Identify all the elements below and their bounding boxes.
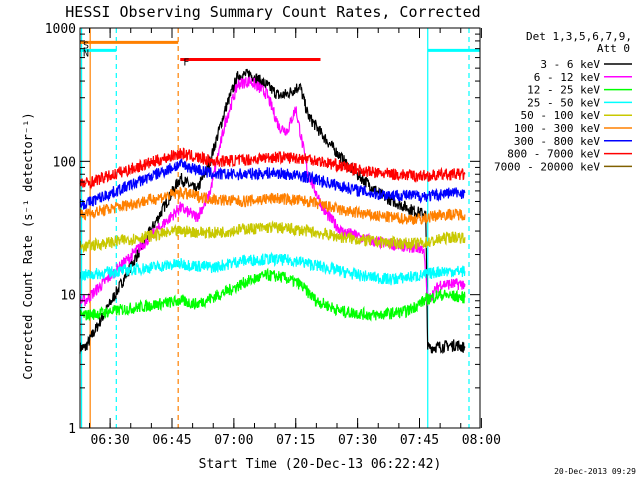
series-line [79,267,466,322]
y-tick-label: 1000 [45,22,76,37]
series-line [79,158,466,210]
legend-label: 6 - 12 keV [534,71,601,84]
chart-title: HESSI Observing Summary Count Rates, Cor… [65,3,480,21]
interval-label: N [83,48,89,59]
legend-label: 100 - 300 keV [514,122,600,135]
x-tick-label: 06:30 [91,433,130,448]
y-tick-label: 10 [60,289,76,304]
legend-header-line2: Att 0 [597,42,630,55]
series-line [79,186,466,225]
legend-label: 25 - 50 keV [527,96,600,109]
legend-label: 7000 - 20000 keV [494,160,600,173]
legend-label: 50 - 100 keV [521,109,601,122]
x-tick-label: 07:45 [400,433,439,448]
x-tick-label: 07:00 [214,433,253,448]
x-tick-label: 07:30 [338,433,377,448]
series-line [79,147,466,190]
series-line [79,251,466,286]
interval-label: S [83,40,89,51]
y-axis-label: Corrected Count Rate (s⁻¹ detector⁻¹) [21,112,35,379]
series-line [79,220,466,254]
x-tick-label: 08:00 [462,433,501,448]
x-tick-label: 07:15 [276,433,315,448]
x-axis-label: Start Time (20-Dec-13 06:22:42) [199,457,442,472]
interval-label: F [183,58,189,69]
timestamp-label: 20-Dec-2013 09:29 [554,467,636,476]
legend-label: 300 - 800 keV [514,135,600,148]
x-tick-label: 06:45 [152,433,191,448]
legend-label: 800 - 7000 keV [507,148,600,161]
y-tick-label: 1 [68,422,76,437]
legend-label: 3 - 6 keV [540,58,600,71]
legend-header-line1: Det 1,3,5,6,7,9, [526,30,632,43]
legend-label: 12 - 25 keV [527,84,600,97]
plot-frame [79,27,481,429]
y-tick-label: 100 [53,155,76,170]
